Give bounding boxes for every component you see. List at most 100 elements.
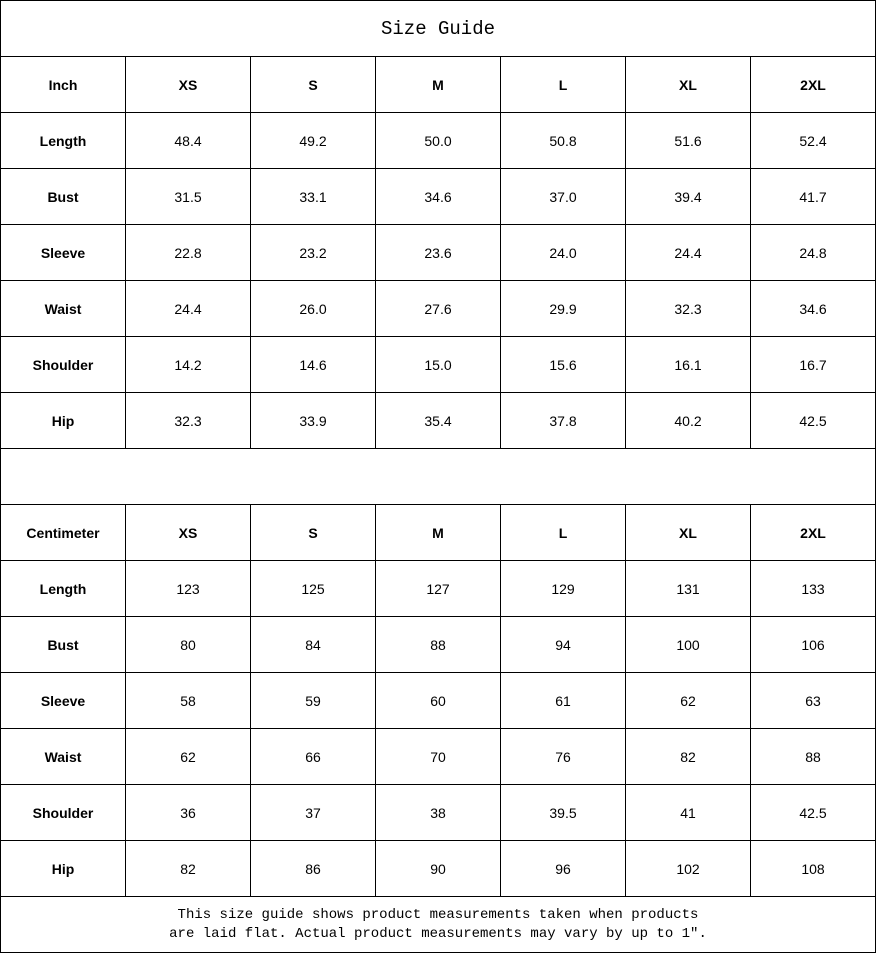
measurement-value: 96 [500, 840, 626, 897]
inch-header-row: Inch XS S M L XL 2XL [0, 56, 876, 113]
measurement-label: Length [0, 560, 126, 617]
measurement-value: 82 [125, 840, 251, 897]
cm-header-row: Centimeter XS S M L XL 2XL [0, 504, 876, 561]
measurement-value: 88 [375, 616, 501, 673]
unit-label: Inch [0, 56, 126, 113]
measurement-value: 52.4 [750, 112, 876, 169]
measurement-value: 127 [375, 560, 501, 617]
measurement-value: 14.2 [125, 336, 251, 393]
table-row: Hip 82 86 90 96 102 108 [0, 840, 876, 897]
measurement-value: 32.3 [625, 280, 751, 337]
measurement-value: 129 [500, 560, 626, 617]
size-header: XL [625, 56, 751, 113]
measurement-value: 82 [625, 728, 751, 785]
size-header: S [250, 504, 376, 561]
measurement-value: 62 [625, 672, 751, 729]
size-header: S [250, 56, 376, 113]
measurement-value: 15.6 [500, 336, 626, 393]
measurement-value: 90 [375, 840, 501, 897]
measurement-value: 66 [250, 728, 376, 785]
measurement-value: 88 [750, 728, 876, 785]
measurement-value: 22.8 [125, 224, 251, 281]
unit-label: Centimeter [0, 504, 126, 561]
measurement-label: Hip [0, 392, 126, 449]
measurement-value: 16.7 [750, 336, 876, 393]
measurement-value: 59 [250, 672, 376, 729]
measurement-value: 33.9 [250, 392, 376, 449]
measurement-value: 41 [625, 784, 751, 841]
table-row: Waist 62 66 70 76 82 88 [0, 728, 876, 785]
measurement-label: Waist [0, 728, 126, 785]
spacer-cell [0, 448, 876, 505]
measurement-value: 84 [250, 616, 376, 673]
measurement-label: Shoulder [0, 784, 126, 841]
measurement-value: 123 [125, 560, 251, 617]
title-row: Size Guide [0, 0, 876, 57]
size-header: XS [125, 56, 251, 113]
measurement-value: 50.8 [500, 112, 626, 169]
measurement-value: 16.1 [625, 336, 751, 393]
size-header: M [375, 56, 501, 113]
measurement-value: 50.0 [375, 112, 501, 169]
measurement-value: 108 [750, 840, 876, 897]
measurement-value: 51.6 [625, 112, 751, 169]
measurement-value: 125 [250, 560, 376, 617]
size-header: L [500, 56, 626, 113]
table-row: Bust 31.5 33.1 34.6 37.0 39.4 41.7 [0, 168, 876, 225]
measurement-value: 32.3 [125, 392, 251, 449]
measurement-value: 24.4 [625, 224, 751, 281]
measurement-value: 39.4 [625, 168, 751, 225]
measurement-value: 61 [500, 672, 626, 729]
measurement-value: 26.0 [250, 280, 376, 337]
measurement-value: 35.4 [375, 392, 501, 449]
measurement-value: 23.6 [375, 224, 501, 281]
measurement-value: 133 [750, 560, 876, 617]
table-row: Hip 32.3 33.9 35.4 37.8 40.2 42.5 [0, 392, 876, 449]
measurement-value: 14.6 [250, 336, 376, 393]
measurement-label: Shoulder [0, 336, 126, 393]
measurement-value: 37.8 [500, 392, 626, 449]
table-row: Length 123 125 127 129 131 133 [0, 560, 876, 617]
measurement-value: 39.5 [500, 784, 626, 841]
size-header: L [500, 504, 626, 561]
measurement-value: 27.6 [375, 280, 501, 337]
table-row: Shoulder 36 37 38 39.5 41 42.5 [0, 784, 876, 841]
measurement-value: 131 [625, 560, 751, 617]
table-row: Waist 24.4 26.0 27.6 29.9 32.3 34.6 [0, 280, 876, 337]
table-row: Sleeve 58 59 60 61 62 63 [0, 672, 876, 729]
measurement-label: Sleeve [0, 672, 126, 729]
note-row: This size guide shows product measuremen… [0, 896, 876, 953]
size-header: M [375, 504, 501, 561]
measurement-value: 63 [750, 672, 876, 729]
note-line-1: This size guide shows product measuremen… [177, 906, 699, 923]
measurement-value: 40.2 [625, 392, 751, 449]
measurement-value: 15.0 [375, 336, 501, 393]
note-line-2: are laid flat. Actual product measuremen… [169, 925, 707, 942]
size-note: This size guide shows product measuremen… [0, 896, 876, 953]
measurement-value: 41.7 [750, 168, 876, 225]
page-title: Size Guide [0, 0, 876, 57]
measurement-value: 24.8 [750, 224, 876, 281]
measurement-value: 36 [125, 784, 251, 841]
measurement-value: 80 [125, 616, 251, 673]
measurement-value: 86 [250, 840, 376, 897]
measurement-value: 29.9 [500, 280, 626, 337]
measurement-value: 34.6 [750, 280, 876, 337]
table-row: Length 48.4 49.2 50.0 50.8 51.6 52.4 [0, 112, 876, 169]
measurement-value: 24.4 [125, 280, 251, 337]
measurement-label: Hip [0, 840, 126, 897]
measurement-value: 102 [625, 840, 751, 897]
measurement-value: 94 [500, 616, 626, 673]
size-header: XL [625, 504, 751, 561]
measurement-label: Bust [0, 168, 126, 225]
measurement-value: 100 [625, 616, 751, 673]
measurement-value: 23.2 [250, 224, 376, 281]
measurement-value: 48.4 [125, 112, 251, 169]
measurement-value: 34.6 [375, 168, 501, 225]
size-header: 2XL [750, 504, 876, 561]
measurement-value: 62 [125, 728, 251, 785]
table-row: Shoulder 14.2 14.6 15.0 15.6 16.1 16.7 [0, 336, 876, 393]
measurement-value: 38 [375, 784, 501, 841]
